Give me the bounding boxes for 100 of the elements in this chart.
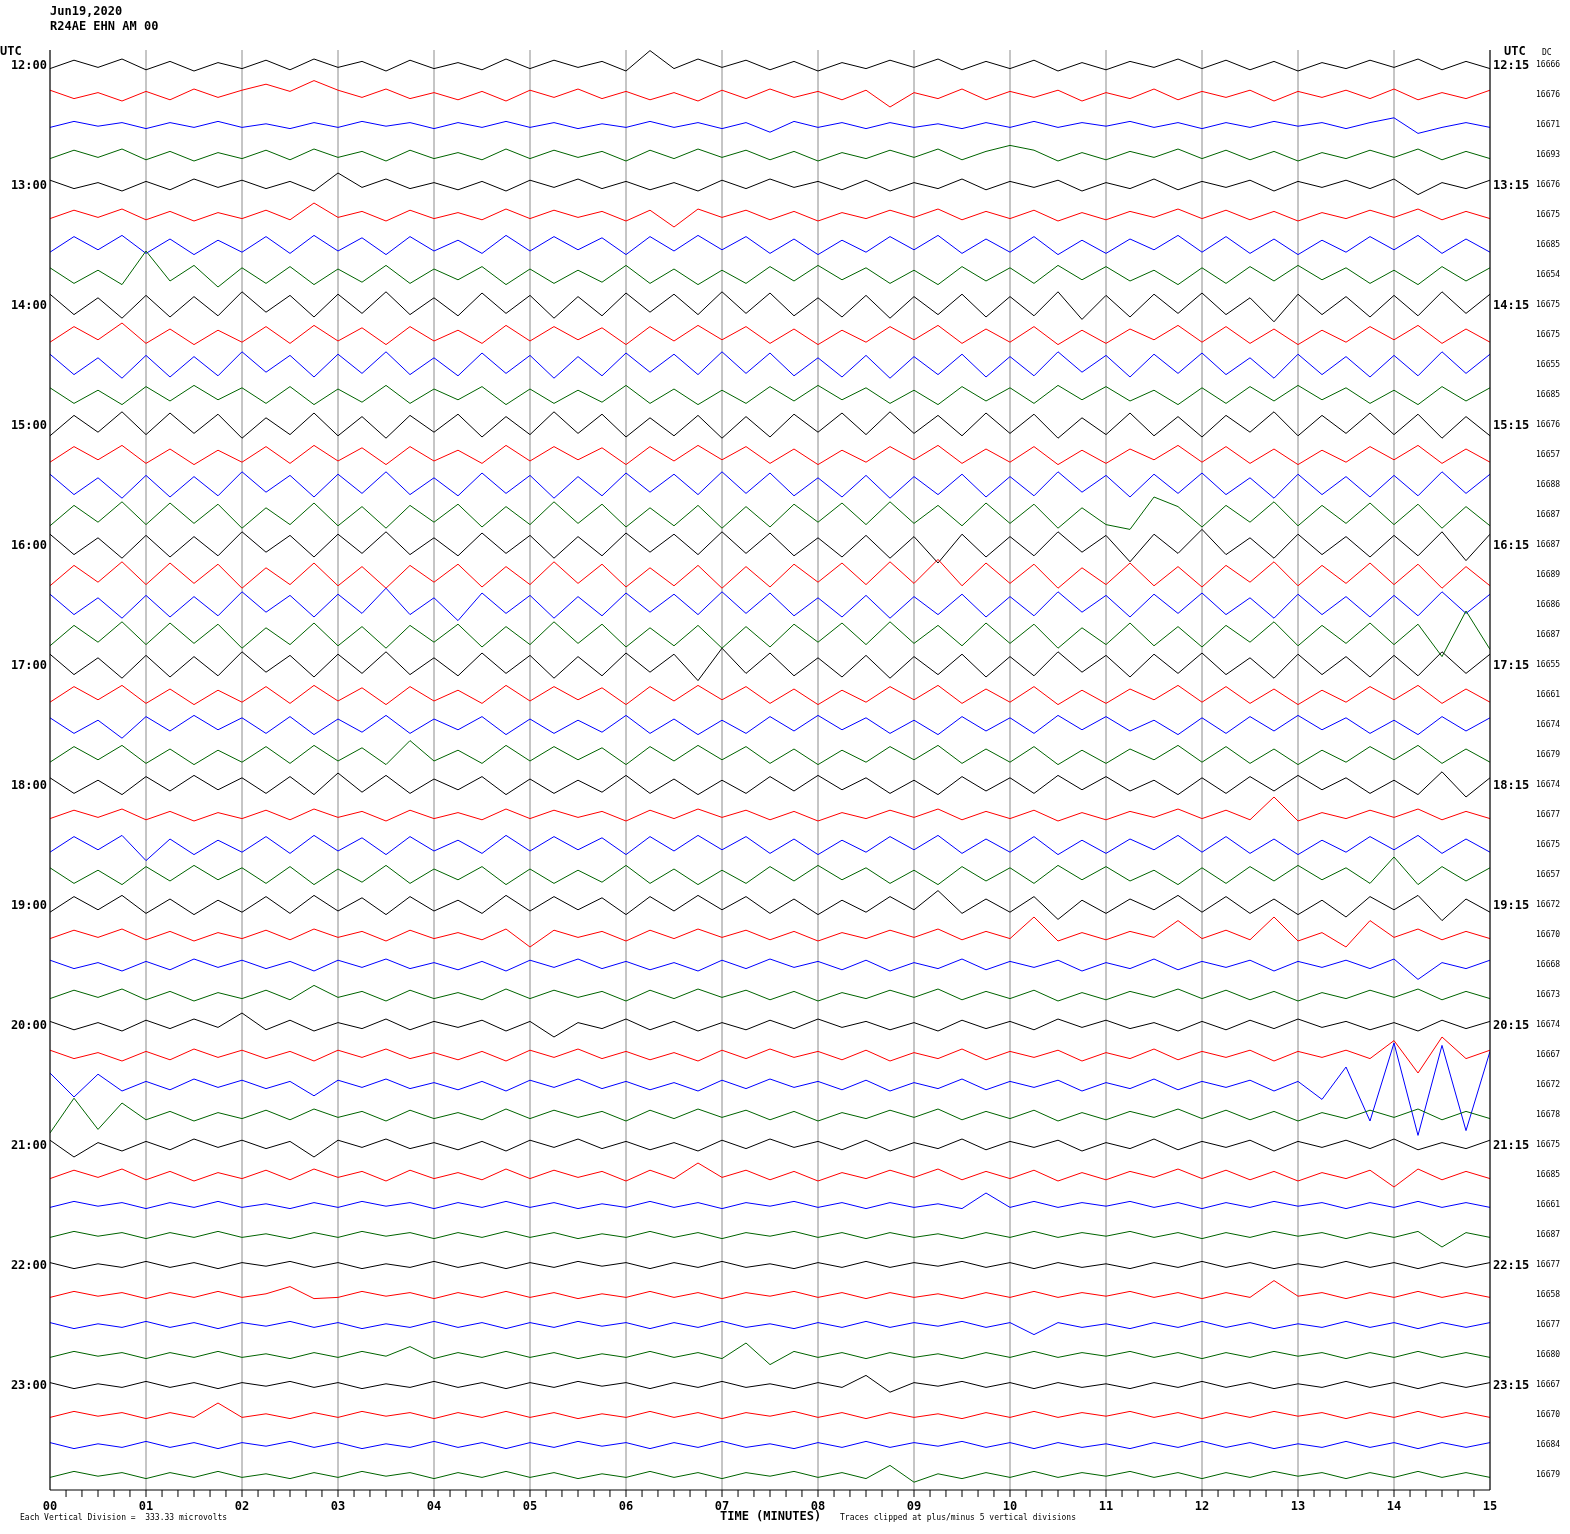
line-series: [50, 384, 1490, 406]
text: 16677: [1536, 1320, 1561, 1330]
y-tick-label: 21:00: [10, 1138, 47, 1153]
y-tick-label: 13:00: [10, 178, 47, 193]
text: 16686: [1536, 600, 1561, 610]
y2-tick-label: 16:15: [1493, 538, 1530, 553]
x-tick-label: 00: [42, 1498, 58, 1513]
line-series: [50, 322, 1490, 346]
line-series: [50, 1192, 1490, 1210]
y-tick-label: 18:00: [10, 778, 47, 793]
text: 16685: [1536, 390, 1561, 400]
line-series: [50, 1464, 1490, 1483]
line-series: [50, 444, 1490, 466]
text: 16687: [1536, 540, 1561, 550]
text: 16677: [1536, 1260, 1561, 1270]
y-tick-label: 20:00: [10, 1018, 47, 1033]
x-tick-label: 09: [906, 1498, 922, 1513]
x-tick-label: 13: [1290, 1498, 1306, 1513]
line-series: [50, 1342, 1490, 1366]
line-series: [50, 250, 1490, 288]
y2-tick-label: 15:15: [1493, 418, 1530, 433]
y2-tick-label: 20:15: [1493, 1018, 1530, 1033]
line-series: [50, 958, 1490, 980]
x-tick-label: 12: [1194, 1498, 1210, 1513]
line-series: [50, 1097, 1490, 1134]
line-series: [50, 740, 1490, 766]
y-tick-label: 15:00: [10, 418, 47, 433]
text: 16675: [1536, 1140, 1561, 1150]
line-series: [50, 471, 1490, 499]
text: 16693: [1536, 150, 1561, 160]
text: Each Vertical Division = 333.33 microvolts: [20, 1513, 228, 1523]
text: 16675: [1536, 210, 1561, 220]
x-tick-label: 11: [1098, 1498, 1114, 1513]
text: 16674: [1536, 720, 1561, 730]
y2-tick-label: 14:15: [1493, 298, 1530, 313]
text: 16673: [1536, 990, 1561, 1000]
text: 16661: [1536, 1200, 1561, 1210]
line-series: [50, 80, 1490, 108]
line-series: [50, 1320, 1490, 1336]
text: 16668: [1536, 960, 1561, 970]
text: 16658: [1536, 1290, 1561, 1300]
text: 16685: [1536, 1170, 1561, 1180]
line-series: [50, 796, 1490, 822]
text: 16674: [1536, 780, 1561, 790]
x-tick-label: 10: [1002, 1498, 1018, 1513]
text: 16679: [1536, 750, 1561, 760]
y2-tick-label: 22:15: [1493, 1258, 1530, 1273]
y-axis-title: UTC: [0, 44, 22, 58]
y-tick-label: 16:00: [10, 538, 47, 553]
y2-tick-label: 13:15: [1493, 178, 1530, 193]
x-tick-label: 05: [522, 1498, 538, 1513]
y2-axis-title: UTC: [1504, 44, 1526, 58]
line-series: [50, 1280, 1490, 1300]
text: 16687: [1536, 1230, 1561, 1240]
text: 16666: [1536, 60, 1561, 70]
text: 16672: [1536, 1080, 1561, 1090]
x-tick-label: 03: [330, 1498, 346, 1513]
y2-tick-label: 19:15: [1493, 898, 1530, 913]
text: 16676: [1536, 90, 1561, 100]
text: 16680: [1536, 1350, 1561, 1360]
text: 16667: [1536, 1050, 1561, 1060]
text: 16671: [1536, 120, 1561, 130]
y2-tick-label: 12:15: [1493, 58, 1530, 73]
line-series: [50, 234, 1490, 256]
text: 16685: [1536, 240, 1561, 250]
text: 16670: [1536, 930, 1561, 940]
text: 16667: [1536, 1380, 1561, 1390]
text: DC: [1542, 48, 1552, 57]
x-tick-label: 02: [234, 1498, 250, 1513]
y2-tick-label: 23:15: [1493, 1378, 1530, 1393]
y2-tick-label: 18:15: [1493, 778, 1530, 793]
text: 16674: [1536, 1020, 1561, 1030]
y-tick-label: 12:00: [10, 58, 47, 73]
text: 16684: [1536, 1440, 1561, 1450]
text: 16678: [1536, 1110, 1561, 1120]
line-series: [50, 1042, 1490, 1136]
line-series: [50, 587, 1490, 622]
text: 16670: [1536, 1410, 1561, 1420]
text: 16654: [1536, 270, 1561, 280]
text: 16675: [1536, 300, 1561, 310]
y-tick-label: 14:00: [10, 298, 47, 313]
chart-subtitle: R24AE EHN AM 00: [50, 19, 159, 33]
x-tick-label: 06: [618, 1498, 634, 1513]
line-series: [50, 1230, 1490, 1248]
text: 16677: [1536, 810, 1561, 820]
text: 16655: [1536, 660, 1561, 670]
line-series: [50, 834, 1490, 862]
text: Traces clipped at plus/minus 5 vertical divisions: [840, 1513, 1077, 1523]
text: 16679: [1536, 1470, 1561, 1480]
line-series: [50, 1402, 1490, 1420]
y-tick-label: 23:00: [10, 1378, 47, 1393]
x-axis-title: TIME (MINUTES): [720, 1509, 822, 1523]
x-tick-label: 01: [138, 1498, 154, 1513]
y2-tick-label: 17:15: [1493, 658, 1530, 673]
x-tick-label: 14: [1386, 1498, 1402, 1513]
x-tick-label: 15: [1482, 1498, 1498, 1513]
line-series: [50, 714, 1490, 739]
chart-title: Jun19,2020: [50, 4, 123, 18]
text: 16676: [1536, 180, 1561, 190]
text: 16676: [1536, 420, 1561, 430]
